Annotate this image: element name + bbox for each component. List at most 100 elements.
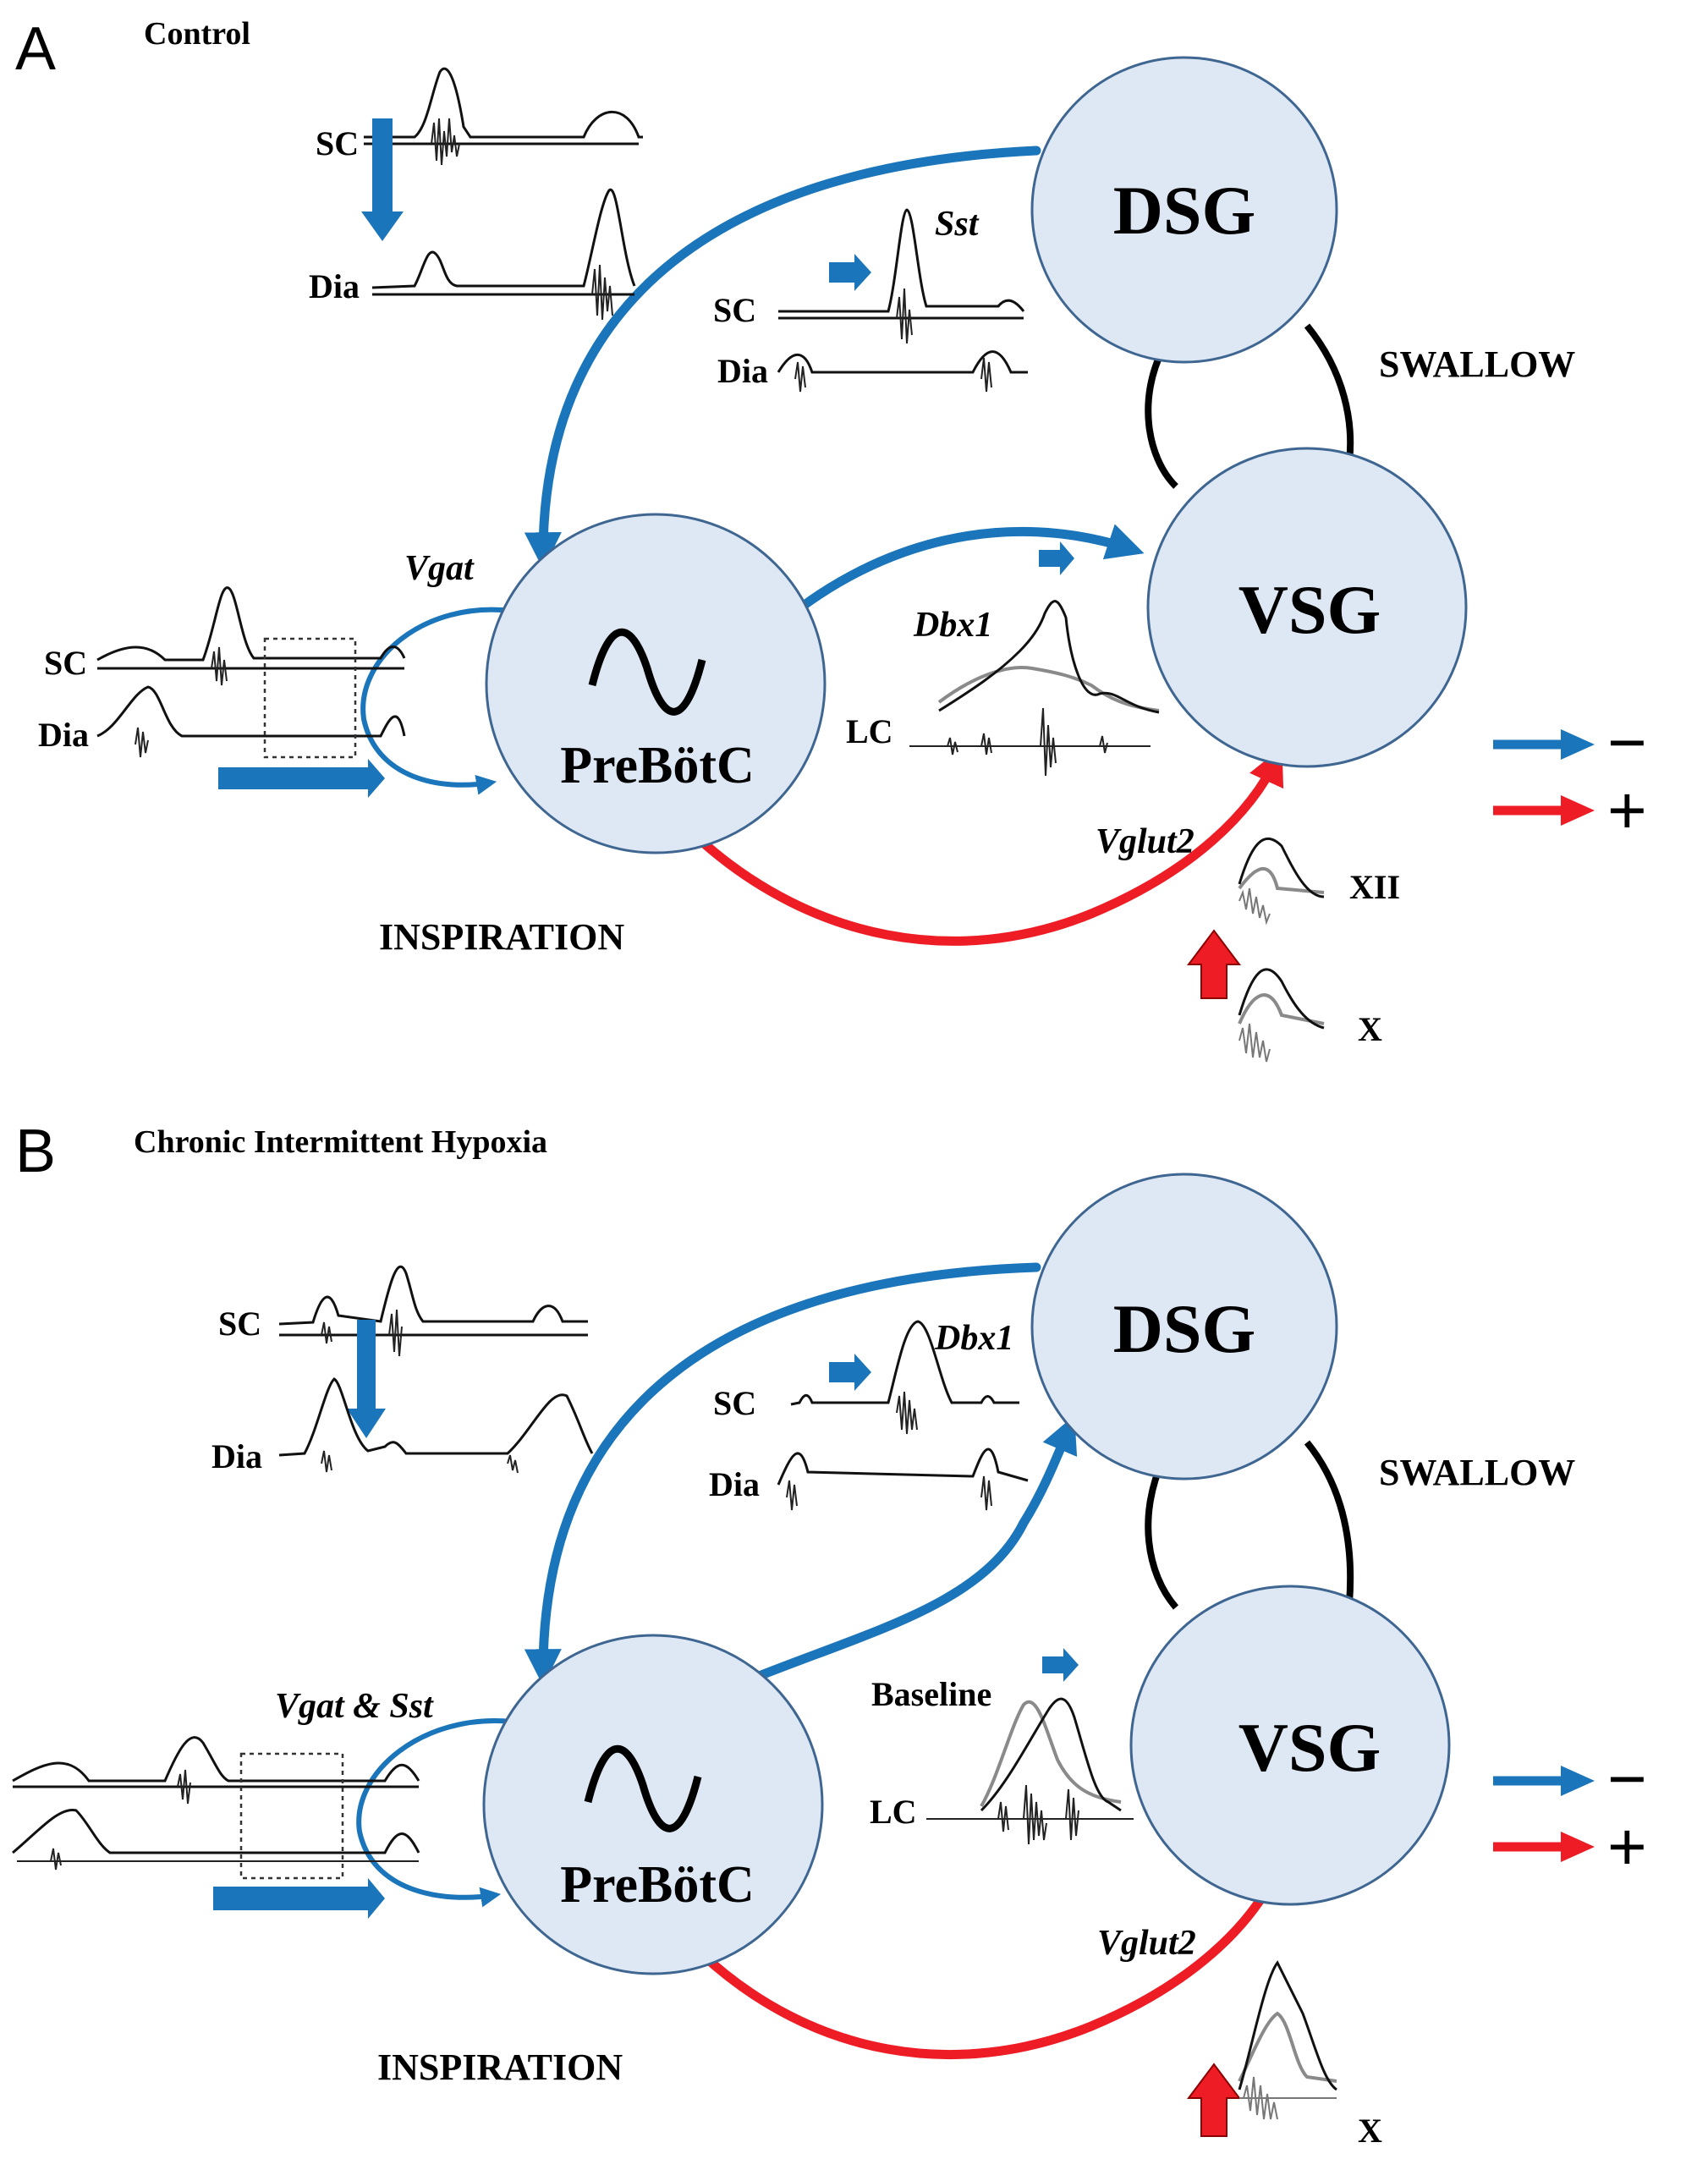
trace-group-lc: LC [846,541,1160,777]
dia-left-trace-b [12,1809,420,1854]
sc-trace [364,67,643,139]
xii-black-trace [1238,837,1325,898]
vsg-node [1146,447,1468,768]
right-arrow-icon-lc-b [1042,1648,1079,1682]
trace-group-center: SC Dia [713,208,1028,393]
dia-left-trace [96,685,406,738]
x-gray-trace-b [1238,2011,1337,2083]
dsg-node [1030,56,1338,364]
trace-label-sc-center: SC [713,291,756,329]
dia-center-trace [777,350,1028,374]
dia-left-burst [135,727,149,758]
trace-label-xii: XII [1349,868,1400,906]
sc-left-burst [211,646,228,686]
lc-baseline-gray-trace [937,666,1160,712]
prebotc-label: PreBötC [560,737,755,794]
dia-burst-b [321,1450,519,1474]
arrow-dsg-to-prebotc [524,146,1041,570]
trace-label-x: X [1358,1010,1382,1048]
dia-center-burst-b [786,1475,992,1511]
panel-a-letter: A [15,15,56,83]
down-arrow-shaft [372,118,393,216]
swallow-link-right-b [1304,1440,1354,1604]
dia-burst [591,264,613,321]
trace-label-sc: SC [316,124,359,162]
right-arrow-icon [829,254,871,291]
dsg-node-b [1030,1173,1338,1481]
vsg-label: VSG [1238,571,1381,648]
sc-center-burst-b [896,1391,918,1435]
sc-center-trace-b [790,1320,1019,1406]
x-black-trace [1238,968,1325,1030]
legend-blue-arrowhead [1561,729,1595,760]
trace-label-dia: Dia [309,267,360,305]
inspiration-label-b: INSPIRATION [377,2046,623,2088]
panel-b-condition: Chronic Intermittent Hypoxia [134,1124,547,1160]
trace-group-xii-x: XII X [1187,837,1400,1063]
xii-burst [1238,887,1271,926]
legend-a: − + [1493,705,1647,848]
trace-group-top-left: SC Dia [309,67,643,321]
trace-group-x-b: X [1187,1960,1382,2150]
legend-red-arrowhead [1561,795,1595,826]
arrow-prebotc-to-dsg-b [731,1415,1078,1690]
arrow-prebotc-to-vsg [777,524,1145,627]
right-arrow-icon-lc [1039,541,1074,575]
up-arrow-icon [1187,929,1241,999]
analysis-window-box-b [239,1752,344,1880]
panel-b-letter: B [15,1118,56,1185]
xii-gray-trace [1238,866,1325,894]
sc-left-trace [96,586,406,662]
lc-burst-b [926,1784,1134,1845]
legend-b: − + [1493,1741,1647,1884]
trace-label-sc-center-b: SC [713,1384,756,1422]
dia-trace-b [278,1377,594,1457]
trace-label-lc: LC [846,712,893,750]
trace-label-baseline: Baseline [871,1675,991,1713]
gene-sst: Sst [935,205,980,244]
legend-plus: + [1607,772,1647,848]
long-right-arrow-icon [368,759,385,798]
arrow-dsg-to-prebotc-b [524,1262,1041,1687]
sc-left-trace-b [12,1736,420,1783]
dsg-label: DSG [1113,172,1256,249]
x-burst [1238,1023,1271,1063]
x-burst-b [1239,2076,1337,2120]
trace-label-x-b: X [1358,2112,1382,2150]
sc-burst-b [321,1309,403,1357]
dia-center-burst [794,357,992,393]
dia-left-burst-b [17,1848,419,1871]
gene-vgat: Vgat [404,549,475,588]
trace-group-lc-b: Baseline LC [870,1648,1134,1845]
inspiration-label: INSPIRATION [379,916,624,958]
legend-blue-arrowhead-b [1561,1766,1595,1796]
analysis-window-box [263,637,357,759]
swallow-label-b: SWALLOW [1379,1452,1575,1493]
swallow-link-right [1304,323,1354,462]
panel-b: B Chronic Intermittent Hypoxia DSG VSG P… [12,1118,1647,2150]
vgat-self-loop [360,607,514,795]
trace-group-center-b: SC Dia [709,1320,1029,1511]
sc-center-burst [896,288,913,344]
x-black-trace-b [1238,1960,1337,2091]
swallow-label: SWALLOW [1379,343,1575,385]
legend-minus: − [1607,705,1647,780]
prebotc-label-b: PreBötC [560,1856,755,1914]
lc-black-trace-b [980,1697,1122,1812]
trace-label-lc-b: LC [870,1793,917,1831]
down-arrow-icon-b [347,1409,386,1438]
legend-minus-b: − [1607,1741,1647,1816]
legend-red-arrowhead-b [1561,1832,1595,1862]
dia-center-trace-b [777,1448,1029,1486]
down-arrow-icon [361,212,404,241]
trace-group-top-left-b: SC Dia [211,1265,594,1475]
trace-label-dia-center-b: Dia [709,1465,760,1503]
x-gray-trace [1238,993,1325,1025]
gene-dbx1: Dbx1 [913,606,992,645]
arrow-prebotc-to-vsg-excitatory [697,747,1284,946]
sine-wave-icon-b [584,1744,702,1832]
sc-trace-b [278,1265,588,1326]
panel-a: A Control DSG VSG PreBötC SWALLOW INSPIR… [15,15,1647,1063]
trace-label-dia-center: Dia [717,352,768,390]
